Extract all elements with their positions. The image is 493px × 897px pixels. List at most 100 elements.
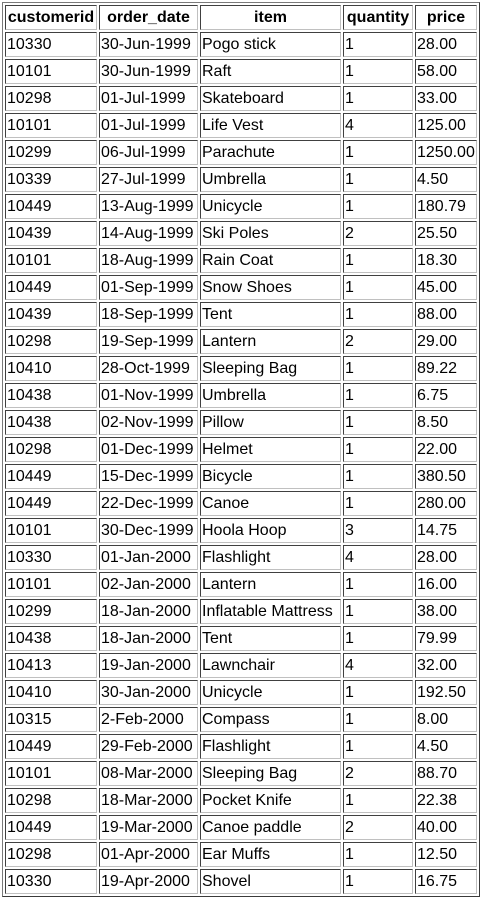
cell-price: 28.00 [415, 545, 477, 570]
cell-customerid: 10298 [5, 86, 97, 111]
table-row: 10298 01-Apr-2000 Ear Muffs 1 12.50 [5, 842, 477, 867]
cell-price: 22.00 [415, 437, 477, 462]
table-row: 10438 02-Nov-1999 Pillow 1 8.50 [5, 410, 477, 435]
cell-price: 88.00 [415, 302, 477, 327]
column-header-item: item [200, 5, 341, 30]
cell-order-date: 02-Jan-2000 [99, 572, 198, 597]
cell-quantity: 1 [343, 194, 413, 219]
cell-customerid: 10298 [5, 788, 97, 813]
cell-order-date: 30-Jan-2000 [99, 680, 198, 705]
cell-quantity: 1 [343, 248, 413, 273]
cell-price: 18.30 [415, 248, 477, 273]
cell-quantity: 3 [343, 518, 413, 543]
cell-order-date: 01-Dec-1999 [99, 437, 198, 462]
table-row: 10298 01-Dec-1999 Helmet 1 22.00 [5, 437, 477, 462]
cell-order-date: 15-Dec-1999 [99, 464, 198, 489]
cell-order-date: 19-Sep-1999 [99, 329, 198, 354]
cell-price: 1250.00 [415, 140, 477, 165]
cell-price: 79.99 [415, 626, 477, 651]
cell-item: Inflatable Mattress [200, 599, 341, 624]
cell-price: 89.22 [415, 356, 477, 381]
table-row: 10449 22-Dec-1999 Canoe 1 280.00 [5, 491, 477, 516]
cell-item: Lawnchair [200, 653, 341, 678]
cell-order-date: 18-Sep-1999 [99, 302, 198, 327]
cell-price: 4.50 [415, 167, 477, 192]
cell-price: 25.50 [415, 221, 477, 246]
cell-quantity: 2 [343, 761, 413, 786]
cell-item: Ear Muffs [200, 842, 341, 867]
cell-order-date: 02-Nov-1999 [99, 410, 198, 435]
cell-order-date: 18-Mar-2000 [99, 788, 198, 813]
cell-price: 45.00 [415, 275, 477, 300]
cell-quantity: 4 [343, 545, 413, 570]
cell-order-date: 01-Nov-1999 [99, 383, 198, 408]
cell-order-date: 01-Jan-2000 [99, 545, 198, 570]
table-row: 10101 08-Mar-2000 Sleeping Bag 2 88.70 [5, 761, 477, 786]
table-row: 10330 01-Jan-2000 Flashlight 4 28.00 [5, 545, 477, 570]
cell-quantity: 1 [343, 626, 413, 651]
cell-price: 58.00 [415, 59, 477, 84]
cell-customerid: 10438 [5, 383, 97, 408]
cell-quantity: 1 [343, 437, 413, 462]
cell-quantity: 1 [343, 680, 413, 705]
cell-item: Umbrella [200, 383, 341, 408]
cell-price: 16.00 [415, 572, 477, 597]
table-row: 10299 18-Jan-2000 Inflatable Mattress 1 38.0… [5, 599, 477, 624]
table-header: customerid order_date item quantity pric… [5, 5, 477, 30]
cell-price: 88.70 [415, 761, 477, 786]
cell-quantity: 1 [343, 167, 413, 192]
table-row: 10101 18-Aug-1999 Rain Coat 1 18.30 [5, 248, 477, 273]
table-row: 10449 01-Sep-1999 Snow Shoes 1 45.00 [5, 275, 477, 300]
table-row: 10449 13-Aug-1999 Unicycle 1 180.79 [5, 194, 477, 219]
cell-item: Snow Shoes [200, 275, 341, 300]
table-row: 10438 18-Jan-2000 Tent 1 79.99 [5, 626, 477, 651]
cell-order-date: 01-Jul-1999 [99, 86, 198, 111]
table-row: 10410 30-Jan-2000 Unicycle 1 192.50 [5, 680, 477, 705]
cell-order-date: 01-Sep-1999 [99, 275, 198, 300]
table-row: 10449 15-Dec-1999 Bicycle 1 380.50 [5, 464, 477, 489]
cell-item: Canoe [200, 491, 341, 516]
table-row: 10449 19-Mar-2000 Canoe paddle 2 40.00 [5, 815, 477, 840]
cell-order-date: 28-Oct-1999 [99, 356, 198, 381]
cell-customerid: 10413 [5, 653, 97, 678]
cell-order-date: 19-Mar-2000 [99, 815, 198, 840]
table-row: 10439 14-Aug-1999 Ski Poles 2 25.50 [5, 221, 477, 246]
cell-quantity: 1 [343, 734, 413, 759]
cell-quantity: 1 [343, 410, 413, 435]
cell-customerid: 10101 [5, 518, 97, 543]
cell-price: 40.00 [415, 815, 477, 840]
cell-item: Life Vest [200, 113, 341, 138]
cell-price: 8.50 [415, 410, 477, 435]
table-row: 10410 28-Oct-1999 Sleeping Bag 1 89.22 [5, 356, 477, 381]
table-row: 10449 29-Feb-2000 Flashlight 1 4.50 [5, 734, 477, 759]
cell-order-date: 19-Apr-2000 [99, 869, 198, 894]
cell-quantity: 1 [343, 572, 413, 597]
table-row: 10413 19-Jan-2000 Lawnchair 4 32.00 [5, 653, 477, 678]
cell-quantity: 4 [343, 113, 413, 138]
table-body: 10330 30-Jun-1999 Pogo stick 1 28.00 10101 30-… [5, 32, 477, 894]
cell-customerid: 10101 [5, 572, 97, 597]
cell-customerid: 10298 [5, 437, 97, 462]
cell-item: Flashlight [200, 545, 341, 570]
cell-item: Unicycle [200, 194, 341, 219]
column-header-customerid: customerid [5, 5, 97, 30]
cell-order-date: 27-Jul-1999 [99, 167, 198, 192]
table-row: 10298 01-Jul-1999 Skateboard 1 33.00 [5, 86, 477, 111]
cell-customerid: 10438 [5, 626, 97, 651]
cell-price: 29.00 [415, 329, 477, 354]
cell-order-date: 30-Jun-1999 [99, 59, 198, 84]
cell-quantity: 1 [343, 86, 413, 111]
cell-item: Helmet [200, 437, 341, 462]
cell-order-date: 14-Aug-1999 [99, 221, 198, 246]
cell-quantity: 4 [343, 653, 413, 678]
table-row: 10315 2-Feb-2000 Compass 1 8.00 [5, 707, 477, 732]
header-row: customerid order_date item quantity pric… [5, 5, 477, 30]
table-row: 10101 01-Jul-1999 Life Vest 4 125.00 [5, 113, 477, 138]
cell-order-date: 06-Jul-1999 [99, 140, 198, 165]
cell-item: Sleeping Bag [200, 761, 341, 786]
cell-price: 33.00 [415, 86, 477, 111]
table-row: 10330 19-Apr-2000 Shovel 1 16.75 [5, 869, 477, 894]
cell-order-date: 18-Jan-2000 [99, 626, 198, 651]
table-row: 10438 01-Nov-1999 Umbrella 1 6.75 [5, 383, 477, 408]
cell-price: 4.50 [415, 734, 477, 759]
